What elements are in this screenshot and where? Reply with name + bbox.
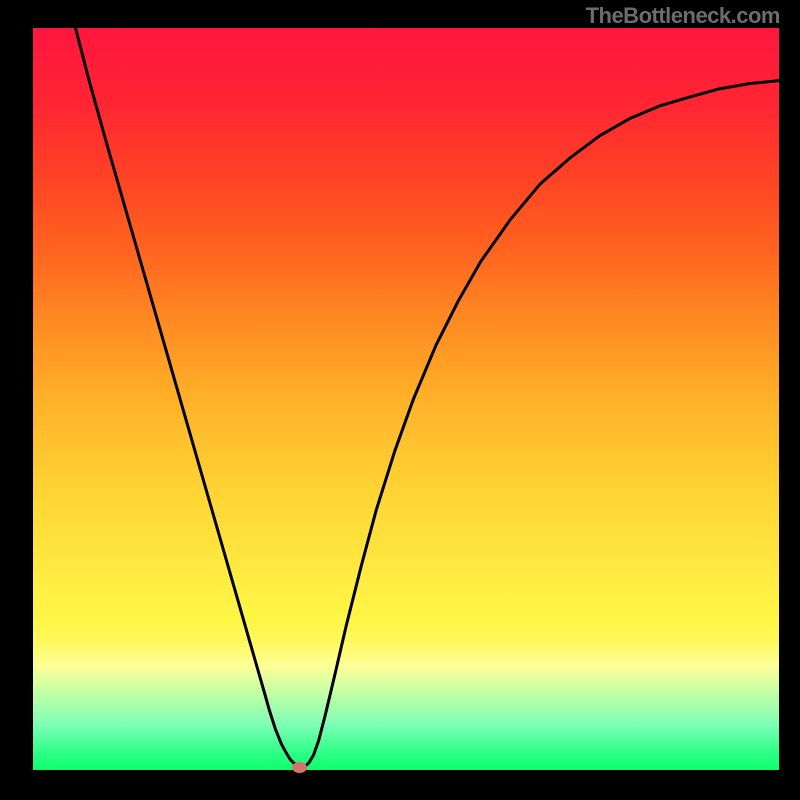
watermark-text: TheBottleneck.com [586,3,780,29]
plot-area [33,28,779,770]
gradient-background [33,28,779,770]
chart-container: TheBottleneck.com [0,0,800,800]
minimum-marker [292,762,307,773]
